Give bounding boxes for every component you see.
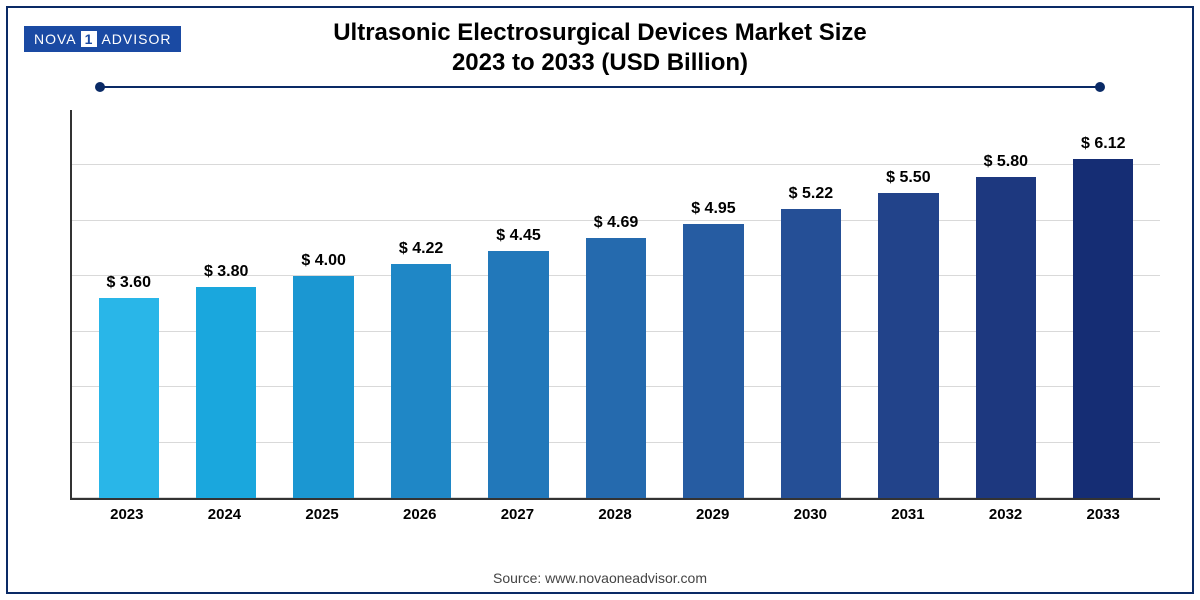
bar-slot: $ 4.45 xyxy=(470,110,567,498)
bar xyxy=(99,298,159,498)
bar-slot: $ 4.95 xyxy=(665,110,762,498)
x-axis-label: 2025 xyxy=(273,506,371,530)
bar xyxy=(1073,159,1133,498)
bar-slot: $ 5.80 xyxy=(957,110,1054,498)
title-line-1: Ultrasonic Electrosurgical Devices Marke… xyxy=(0,18,1200,48)
bar xyxy=(976,177,1036,498)
bar-value-label: $ 4.00 xyxy=(301,252,345,270)
x-axis-label: 2030 xyxy=(761,506,859,530)
bar-slot: $ 5.50 xyxy=(860,110,957,498)
bar-value-label: $ 4.22 xyxy=(399,240,443,258)
bar xyxy=(196,287,256,498)
x-axis-label: 2032 xyxy=(957,506,1055,530)
bar-value-label: $ 5.50 xyxy=(886,169,930,187)
x-axis-label: 2031 xyxy=(859,506,957,530)
bar-value-label: $ 3.80 xyxy=(204,263,248,281)
bar-value-label: $ 5.22 xyxy=(789,185,833,203)
bar-slot: $ 6.12 xyxy=(1055,110,1152,498)
bar-value-label: $ 5.80 xyxy=(984,153,1028,171)
bar-value-label: $ 3.60 xyxy=(106,274,150,292)
bar xyxy=(488,251,548,498)
bar xyxy=(878,193,938,498)
x-axis-label: 2029 xyxy=(664,506,762,530)
bar xyxy=(391,264,451,498)
bar-value-label: $ 4.69 xyxy=(594,214,638,232)
x-axis-label: 2033 xyxy=(1054,506,1152,530)
bar xyxy=(781,209,841,498)
x-axis-label: 2023 xyxy=(78,506,176,530)
bar-value-label: $ 4.95 xyxy=(691,200,735,218)
bar-value-label: $ 6.12 xyxy=(1081,135,1125,153)
x-axis-label: 2027 xyxy=(469,506,567,530)
bar xyxy=(586,238,646,498)
chart-title: Ultrasonic Electrosurgical Devices Marke… xyxy=(0,18,1200,78)
bar xyxy=(683,224,743,498)
bar-slot: $ 5.22 xyxy=(762,110,859,498)
bar-value-label: $ 4.45 xyxy=(496,227,540,245)
chart-area: $ 3.60 $ 3.80 $ 4.00 $ 4.22 $ 4.45 $ 4.69 $ 4.… xyxy=(70,110,1160,530)
title-line-2: 2023 to 2033 (USD Billion) xyxy=(0,48,1200,78)
bar-slot: $ 4.00 xyxy=(275,110,372,498)
title-underline xyxy=(100,86,1100,88)
bar-slot: $ 4.22 xyxy=(372,110,469,498)
bar xyxy=(293,276,353,498)
x-axis-label: 2024 xyxy=(176,506,274,530)
bar-slot: $ 3.80 xyxy=(177,110,274,498)
source-text: Source: www.novaoneadvisor.com xyxy=(0,570,1200,586)
bar-slot: $ 3.60 xyxy=(80,110,177,498)
x-axis-label: 2028 xyxy=(566,506,664,530)
bars-container: $ 3.60 $ 3.80 $ 4.00 $ 4.22 $ 4.45 $ 4.69 $ 4.… xyxy=(72,110,1160,498)
bar-slot: $ 4.69 xyxy=(567,110,664,498)
plot-region: $ 3.60 $ 3.80 $ 4.00 $ 4.22 $ 4.45 $ 4.69 $ 4.… xyxy=(70,110,1160,500)
x-axis-label: 2026 xyxy=(371,506,469,530)
x-axis-labels: 2023202420252026202720282029203020312032… xyxy=(70,506,1160,530)
